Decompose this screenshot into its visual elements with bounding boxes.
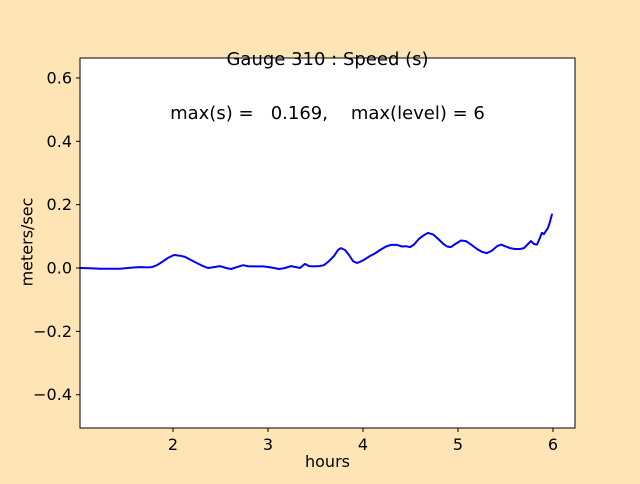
y-axis-label: meters/sec bbox=[17, 197, 37, 287]
plot-background bbox=[80, 58, 575, 428]
y-tick-label: 0.4 bbox=[47, 132, 72, 151]
x-tick-label: 2 bbox=[168, 435, 178, 454]
x-tick-label: 6 bbox=[548, 435, 558, 454]
chart-title: Gauge 310 : Speed (s) max(s) = 0.169, ma… bbox=[80, 15, 575, 159]
y-tick-label: −0.2 bbox=[33, 322, 72, 341]
x-axis-label: hours bbox=[305, 452, 350, 471]
y-tick-label: 0.2 bbox=[47, 195, 72, 214]
y-tick-label: 0.6 bbox=[47, 68, 72, 87]
chart-title-line2: max(s) = 0.169, max(level) = 6 bbox=[170, 103, 485, 124]
speed-line bbox=[79, 213, 553, 270]
x-tick-label: 5 bbox=[453, 435, 463, 454]
chart-title-line1: Gauge 310 : Speed (s) bbox=[226, 49, 429, 70]
x-tick-label: 4 bbox=[358, 435, 368, 454]
x-tick-label: 3 bbox=[263, 435, 273, 454]
y-tick-label: 0.0 bbox=[47, 259, 72, 278]
plot-border bbox=[79, 57, 576, 429]
y-tick-label: −0.4 bbox=[33, 385, 72, 404]
